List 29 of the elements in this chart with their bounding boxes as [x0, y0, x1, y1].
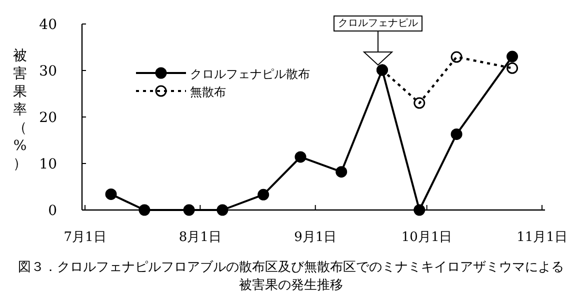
- point: [506, 50, 518, 62]
- point: [294, 151, 306, 163]
- legend-label: クロルフェナピル散布: [190, 67, 310, 81]
- y-tick-label: 10: [39, 156, 57, 172]
- point: [216, 204, 228, 216]
- x-tick-label: 11月1日: [516, 230, 568, 245]
- y-tick-label: 20: [39, 110, 57, 126]
- y-tick-label: 30: [39, 64, 57, 80]
- point: [138, 204, 150, 216]
- x-tick-label: 8月1日: [178, 230, 222, 245]
- point: [450, 51, 462, 63]
- point: [506, 62, 518, 74]
- x-tick-label: 10月1日: [401, 230, 452, 245]
- y-tick-label: 40: [39, 17, 57, 33]
- point: [258, 188, 270, 200]
- point: [414, 204, 426, 216]
- y-tick-label: 0: [48, 203, 57, 219]
- legend-label: 無散布: [190, 85, 226, 99]
- y-axis-title: 被害果率（%）: [13, 48, 27, 172]
- point: [183, 204, 195, 216]
- caption: 図３．クロルフェナピルフロアブルの散布区及び無散布区でのミナミキイロアザミウマによる: [18, 260, 564, 275]
- point: [450, 128, 462, 140]
- annotation: クロルフェナピル: [338, 18, 418, 29]
- text: 被害果の発生推移: [239, 277, 343, 293]
- x-tick-label: 7月1日: [64, 230, 106, 245]
- point: [336, 166, 348, 178]
- point: [414, 97, 426, 109]
- point: [105, 188, 117, 200]
- x-tick-label: 9月1日: [294, 230, 337, 245]
